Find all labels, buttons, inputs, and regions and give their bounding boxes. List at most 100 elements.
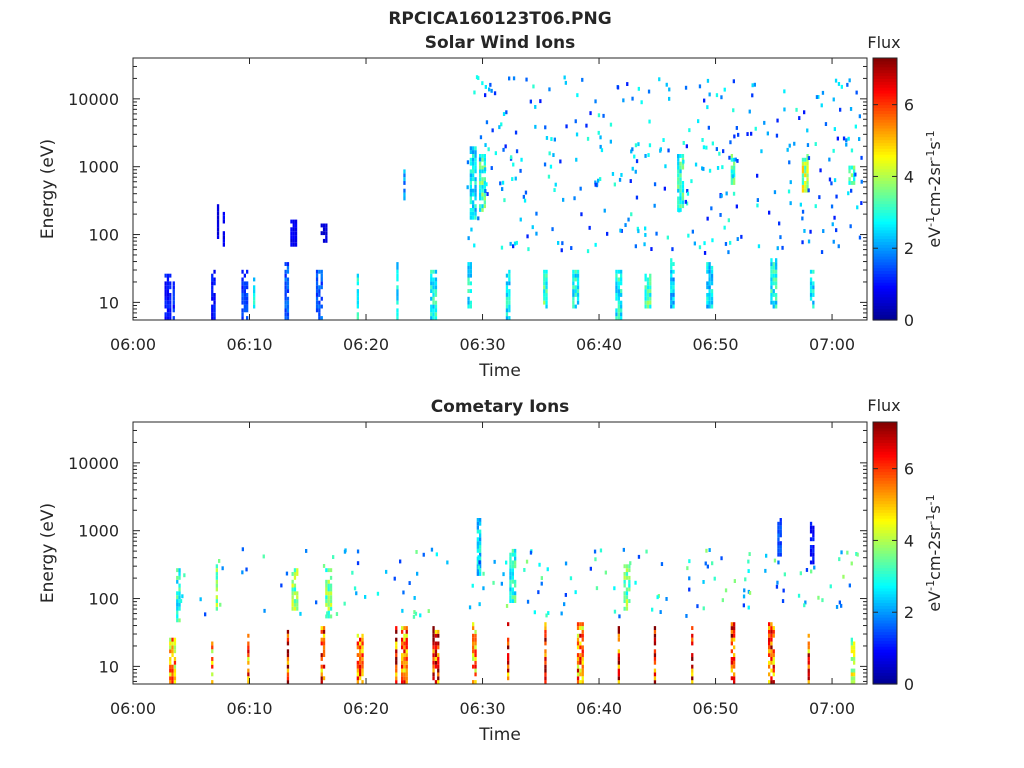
flux-cell [211, 312, 214, 317]
flux-cell [579, 672, 582, 677]
flux-cell [222, 211, 225, 216]
colorbar-swatch [873, 561, 897, 566]
flux-cell [806, 161, 809, 166]
flux-cell [819, 168, 822, 173]
flux-cell [719, 213, 722, 217]
colorbar-swatch [873, 625, 897, 630]
flux-cell [173, 645, 177, 650]
flux-cell [535, 231, 538, 236]
flux-cell [670, 269, 673, 274]
flux-cell [247, 641, 250, 646]
flux-cell [472, 657, 475, 661]
flux-cell [690, 179, 693, 184]
flux-cell [545, 136, 549, 140]
flux-cell [777, 545, 780, 549]
flux-cell [679, 208, 682, 212]
colorbar-swatch [873, 532, 897, 537]
x-tick-label: 06:10 [226, 335, 272, 354]
flux-cell [294, 227, 298, 232]
flux-cell [222, 238, 225, 243]
flux-cell [572, 304, 575, 309]
flux-cell [613, 182, 616, 187]
flux-cell [413, 596, 416, 600]
flux-cell [322, 238, 326, 243]
flux-cell [623, 575, 626, 580]
flux-cell [508, 273, 511, 278]
flux-cell [216, 223, 220, 228]
flux-cell [644, 226, 647, 231]
flux-cell [814, 142, 817, 146]
flux-cell [501, 187, 504, 191]
flux-cell [472, 188, 475, 193]
flux-cell [681, 181, 685, 185]
flux-cell [353, 586, 357, 591]
panel-title: Cometary Ions [431, 397, 570, 417]
flux-cell [581, 664, 584, 669]
flux-cell [327, 587, 330, 592]
flux-cell [821, 90, 825, 95]
flux-cell [617, 285, 620, 290]
flux-cell [484, 189, 487, 193]
flux-cell [804, 188, 807, 193]
colorbar-unit-label: eV-1cm-2sr-1s-1 [924, 494, 945, 611]
flux-cell [164, 300, 167, 305]
flux-cell [804, 600, 807, 605]
flux-cell [395, 629, 398, 634]
flux-cell [625, 606, 629, 611]
colorbar-swatch [873, 660, 897, 665]
flux-cell [806, 157, 809, 162]
flux-cell [361, 633, 364, 638]
flux-cell [544, 649, 547, 654]
flux-cell [356, 312, 359, 317]
colorbar-swatch [873, 573, 897, 577]
flux-cell [500, 581, 503, 586]
flux-cell [600, 148, 604, 153]
flux-cell [293, 568, 297, 573]
colorbar-swatch [873, 529, 897, 534]
flux-cell [740, 234, 743, 239]
flux-cell [545, 289, 548, 293]
flux-cell [781, 245, 784, 250]
flux-cell [320, 269, 323, 274]
flux-cell [469, 177, 472, 182]
flux-cell [434, 653, 438, 657]
flux-cell [688, 559, 691, 564]
flux-cell [481, 188, 484, 193]
flux-cell [432, 308, 435, 313]
flux-cell [628, 575, 631, 580]
flux-cell [730, 177, 733, 182]
flux-cell [809, 285, 813, 290]
flux-cell [507, 645, 510, 650]
flux-cell [359, 649, 362, 654]
colorbar-swatch [873, 634, 897, 639]
flux-cell [711, 561, 714, 566]
flux-cell [772, 668, 775, 673]
flux-cell [482, 571, 485, 576]
flux-cell [434, 645, 438, 650]
flux-cell [702, 580, 705, 584]
flux-cell [545, 269, 548, 274]
flux-cell [490, 88, 493, 93]
x-tick-label: 07:00 [809, 335, 855, 354]
flux-cell [294, 242, 298, 247]
colorbar-swatch [873, 186, 897, 190]
flux-cell [215, 595, 218, 600]
flux-cell [617, 289, 620, 293]
flux-cell [422, 552, 425, 557]
flux-cell [779, 541, 782, 546]
flux-cell [543, 296, 546, 301]
flux-cell [296, 606, 299, 611]
flux-cell [172, 308, 175, 313]
colorbar-swatch [873, 506, 897, 510]
flux-cell [653, 629, 657, 634]
flux-cell [581, 660, 584, 665]
flux-cell [479, 204, 482, 209]
flux-cell [655, 231, 658, 236]
flux-cell [736, 159, 739, 163]
flux-cell [467, 277, 470, 282]
flux-cell [508, 316, 511, 320]
flux-cell [691, 664, 694, 669]
flux-cell [751, 93, 754, 98]
flux-cell [775, 281, 778, 286]
colorbar-swatch [873, 491, 897, 496]
